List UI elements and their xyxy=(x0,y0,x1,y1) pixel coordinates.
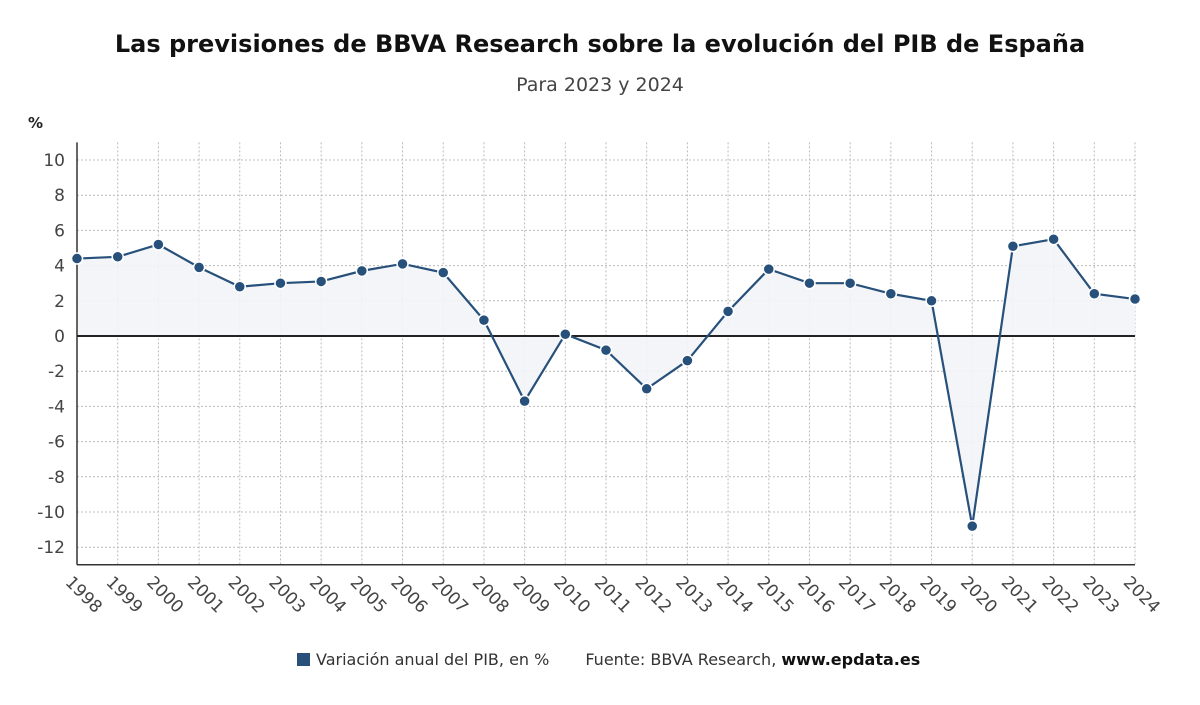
y-tick-label: -6 xyxy=(48,433,65,453)
source-site: www.epdata.es xyxy=(781,650,921,669)
data-point xyxy=(681,354,694,367)
y-tick-label: 6 xyxy=(54,221,65,241)
data-point xyxy=(477,313,491,327)
x-tick-label: 2023 xyxy=(1078,573,1123,618)
y-tick-label: -4 xyxy=(48,397,65,417)
data-point xyxy=(192,261,206,274)
x-tick-label: 2017 xyxy=(834,573,879,618)
data-point xyxy=(70,252,84,265)
legend: Variación anual del PIB, en % Fuente: BB… xyxy=(297,650,920,669)
y-tick-label: -10 xyxy=(37,503,65,523)
y-axis-label: % xyxy=(28,114,44,132)
x-tick-label: 1998 xyxy=(61,573,106,618)
x-tick-label: 2006 xyxy=(387,573,432,618)
x-tick-label: 2015 xyxy=(753,573,798,618)
chart-subtitle: Para 2023 y 2024 xyxy=(516,74,684,96)
x-tick-label: 2022 xyxy=(1038,573,1083,618)
y-tick-label: -12 xyxy=(37,538,65,558)
data-point xyxy=(518,394,531,408)
x-tick-label: 2024 xyxy=(1119,573,1164,618)
x-tick-label: 2014 xyxy=(712,573,757,618)
x-tick-label: 2000 xyxy=(142,573,187,618)
chart-title: Las previsiones de BBVA Research sobre l… xyxy=(114,30,1086,58)
data-point xyxy=(396,257,409,271)
data-point xyxy=(599,343,613,357)
x-tick-label: 2021 xyxy=(997,573,1042,618)
data-point xyxy=(559,327,572,341)
y-tick-label: -2 xyxy=(48,362,65,382)
data-point xyxy=(843,276,857,290)
x-tick-label: 2020 xyxy=(956,573,1001,618)
x-tick-label: 2013 xyxy=(671,573,716,618)
x-tick-label: 2001 xyxy=(183,573,228,618)
data-point xyxy=(314,275,328,288)
data-point xyxy=(152,238,165,251)
data-point xyxy=(1006,239,1020,253)
data-point xyxy=(233,280,247,293)
data-point xyxy=(762,262,776,276)
legend-label: Variación anual del PIB, en % xyxy=(316,650,550,669)
y-tick-label: 2 xyxy=(54,292,65,312)
data-point xyxy=(274,276,287,290)
y-tick-label: 4 xyxy=(54,257,65,277)
data-point xyxy=(721,305,735,318)
source-label: Fuente: BBVA Research, xyxy=(585,650,777,669)
x-tick-label: 2018 xyxy=(875,573,920,618)
x-tick-label: 2019 xyxy=(916,573,961,618)
x-tick-label: 1999 xyxy=(102,573,147,618)
y-tick-label: 0 xyxy=(54,327,65,347)
x-tick-label: 2007 xyxy=(427,573,472,618)
series-area xyxy=(77,239,1135,527)
x-tick-label: 2012 xyxy=(631,573,676,618)
y-tick-label: 10 xyxy=(43,151,65,171)
y-tick-label: -8 xyxy=(48,468,65,488)
data-point xyxy=(640,382,653,396)
data-point xyxy=(1128,292,1142,306)
data-point xyxy=(884,287,898,301)
data-point xyxy=(111,250,124,264)
data-point xyxy=(1047,232,1060,246)
data-point xyxy=(925,294,938,308)
x-tick-label: 2010 xyxy=(549,573,594,618)
data-point xyxy=(1088,287,1101,301)
x-tick-label: 2005 xyxy=(346,573,391,618)
data-point xyxy=(803,276,816,290)
x-tick-label: 2008 xyxy=(468,573,513,618)
x-tick-label: 2009 xyxy=(509,573,554,618)
data-point xyxy=(965,519,979,533)
x-tick-label: 2002 xyxy=(224,573,269,618)
data-point xyxy=(436,266,450,279)
y-tick-label: 8 xyxy=(54,186,65,206)
legend-swatch xyxy=(297,653,310,666)
data-point xyxy=(355,264,369,278)
x-tick-label: 2004 xyxy=(305,573,350,618)
x-tick-label: 2016 xyxy=(793,573,838,618)
x-tick-label: 2003 xyxy=(264,573,309,618)
x-tick-label: 2011 xyxy=(590,573,635,618)
